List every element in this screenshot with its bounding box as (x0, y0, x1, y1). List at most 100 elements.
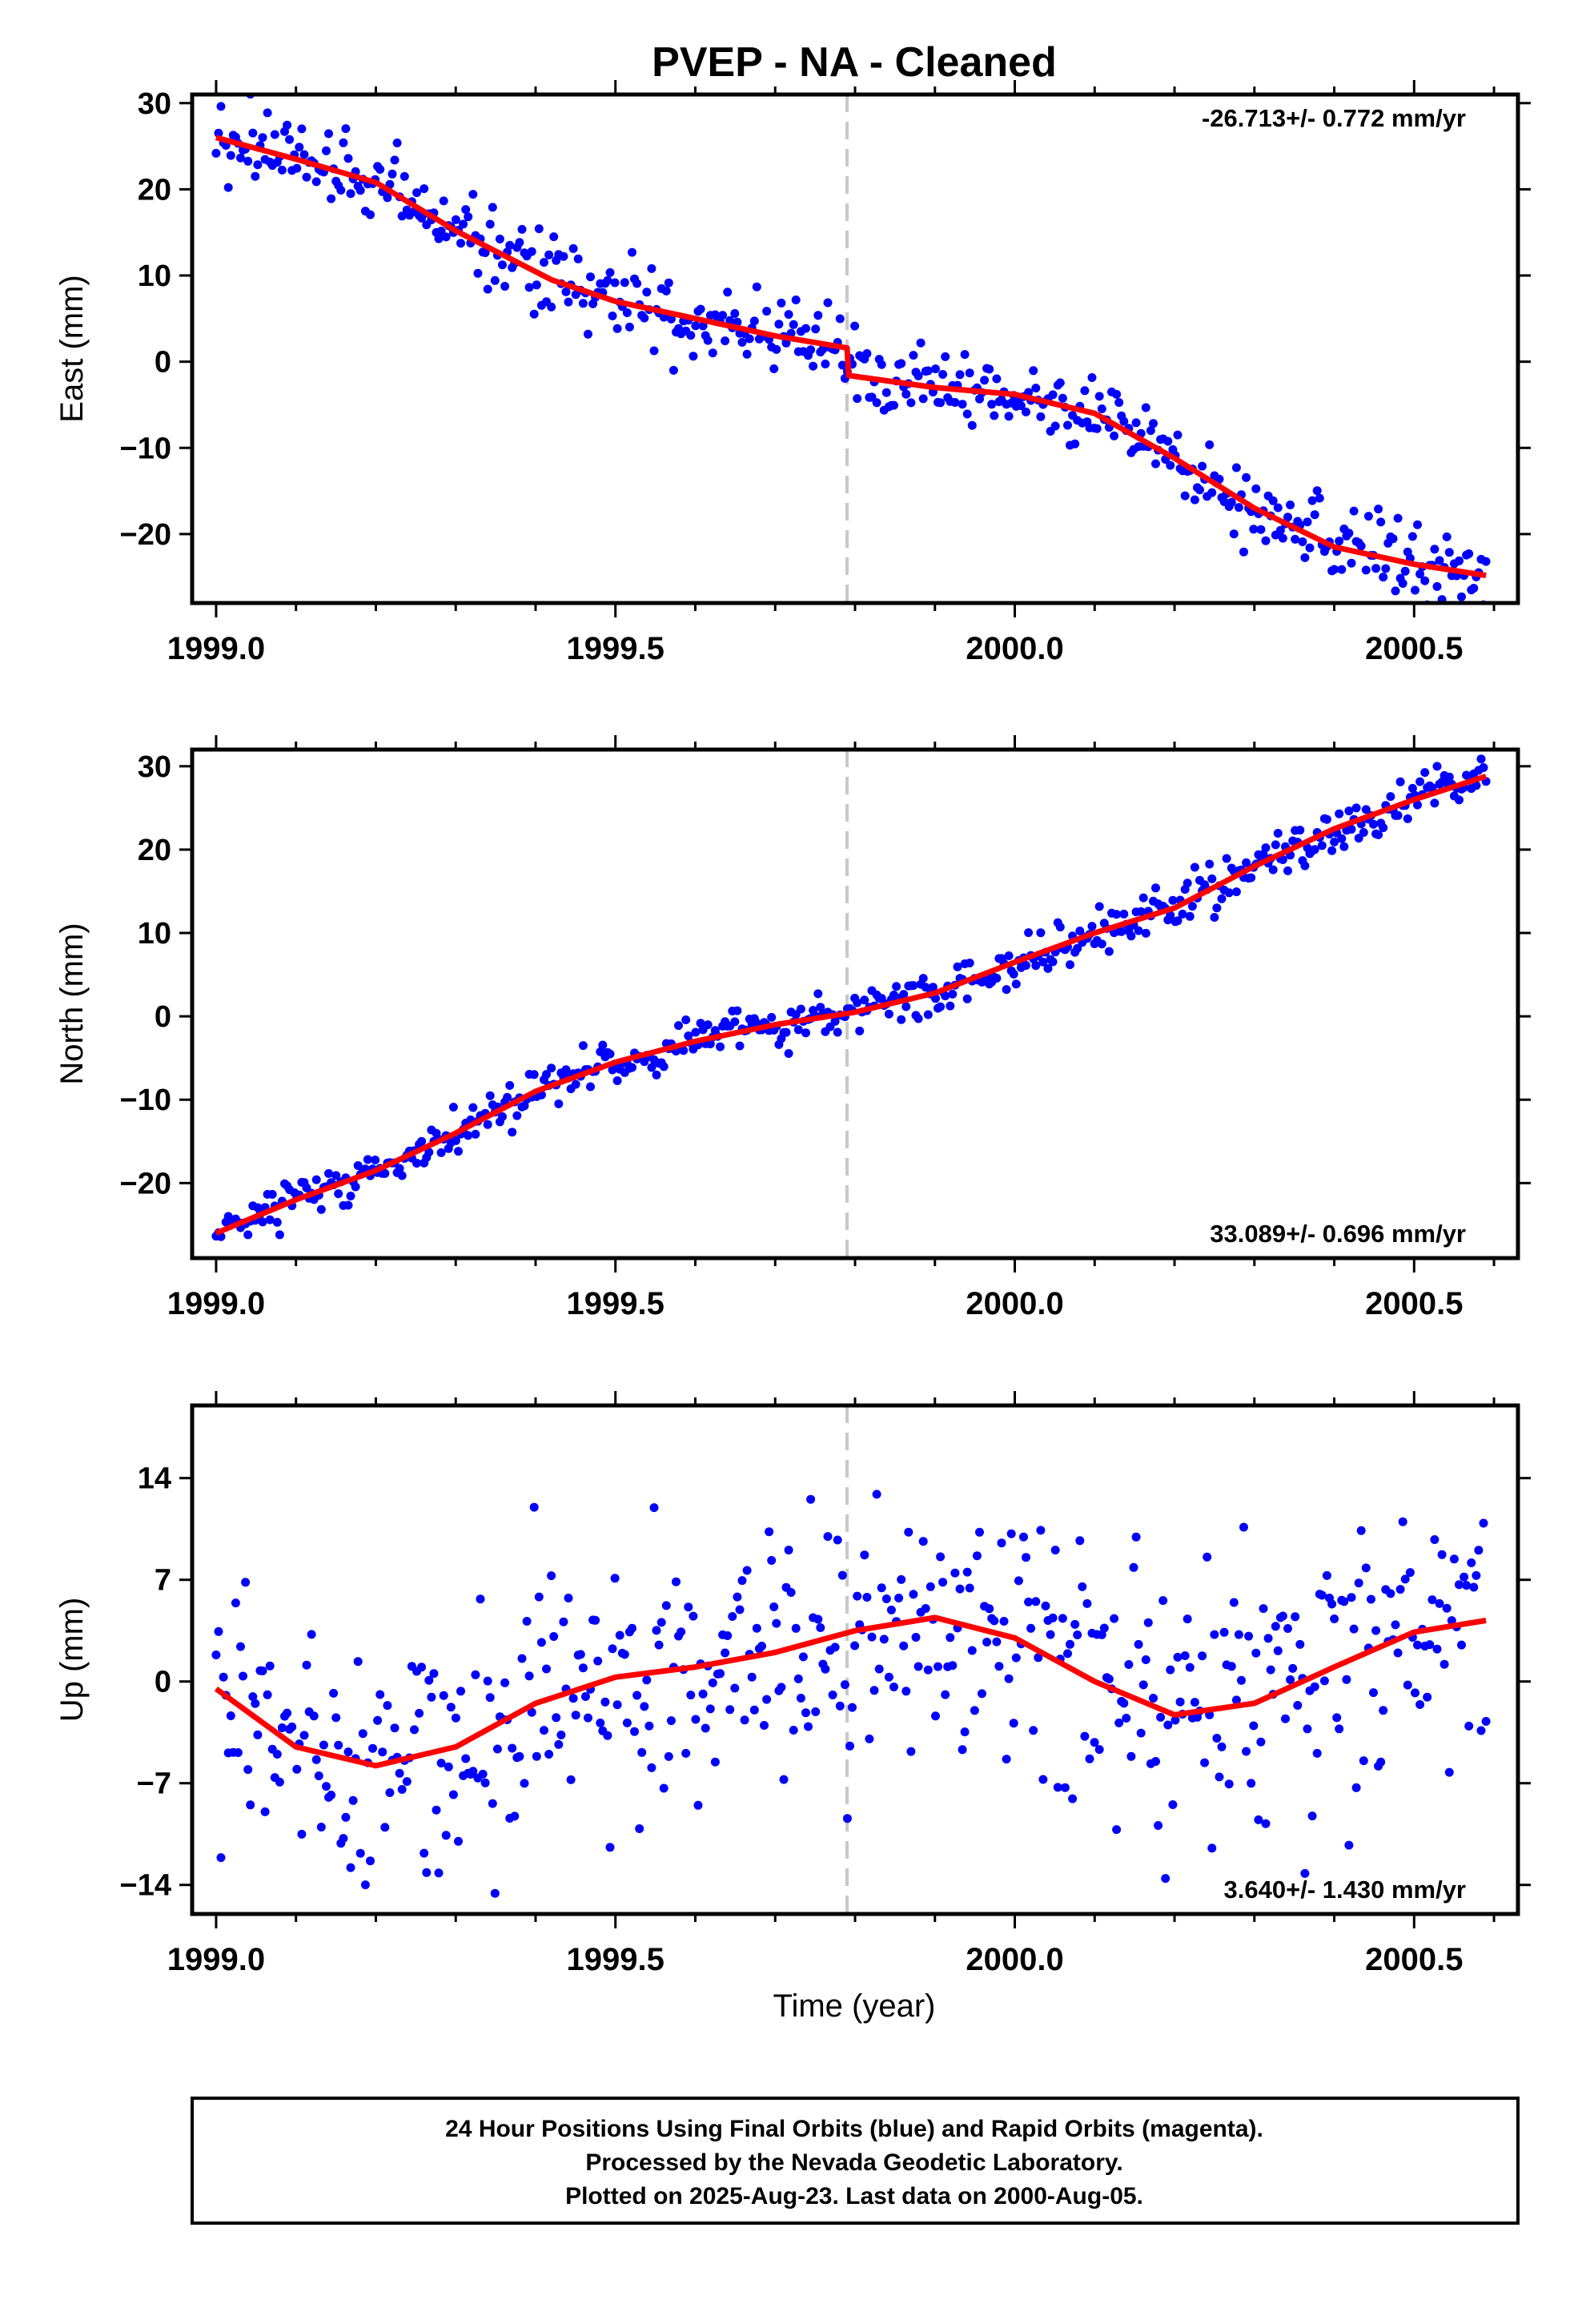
up-point (591, 1615, 600, 1625)
north-point (853, 998, 862, 1007)
north-point (1075, 927, 1085, 935)
up-point (334, 1740, 343, 1750)
north-point (542, 1070, 551, 1080)
north-point (1217, 894, 1227, 903)
east-point (960, 350, 970, 360)
east-point (691, 321, 701, 331)
up-point (1050, 1546, 1060, 1555)
east-point (559, 251, 568, 261)
up-point (948, 1661, 958, 1671)
up-point (1259, 1604, 1268, 1614)
north-point (784, 1049, 793, 1058)
east-point (253, 160, 263, 170)
up-point (725, 1705, 735, 1715)
north-point (1031, 961, 1041, 971)
up-point (540, 1726, 548, 1735)
footer-box: 24 Hour Positions Using Final Orbits (bl… (191, 2097, 1520, 2225)
north-point (1043, 963, 1053, 973)
up-point (368, 1743, 377, 1753)
east-point (938, 370, 948, 379)
up-point (635, 1824, 644, 1833)
up-point (779, 1775, 789, 1784)
north-point (1283, 866, 1292, 875)
up-point (664, 1751, 673, 1761)
up-point (1104, 1675, 1114, 1684)
up-point (1138, 1680, 1148, 1690)
east-point (730, 309, 740, 318)
up-point (1256, 1737, 1266, 1747)
up-y-axis-label: Up (mm) (54, 1598, 90, 1723)
north-point (1097, 939, 1106, 949)
north-point (1205, 859, 1215, 869)
north-xtick-label: 1999.0 (167, 1286, 265, 1321)
east-point (459, 219, 468, 229)
up-point (1180, 1651, 1190, 1660)
up-point (1330, 1614, 1339, 1623)
north-point (1403, 814, 1412, 823)
north-point (918, 974, 928, 983)
up-point (735, 1605, 745, 1614)
up-point (1444, 1767, 1454, 1777)
east-xtick-label: 2000.5 (1365, 631, 1463, 666)
up-point (955, 1584, 965, 1594)
north-point (468, 1103, 478, 1112)
up-point (828, 1691, 837, 1699)
east-point (936, 398, 946, 408)
up-point (346, 1863, 355, 1872)
north-point (816, 1003, 825, 1012)
east-point (236, 153, 245, 163)
north-point (1472, 781, 1481, 790)
up-point (1400, 1574, 1410, 1584)
east-point (985, 364, 994, 374)
up-point (420, 1848, 429, 1858)
up-point (461, 1754, 471, 1763)
up-point (769, 1602, 779, 1611)
up-point (358, 1729, 367, 1739)
up-point (837, 1570, 847, 1580)
up-point (791, 1623, 801, 1633)
up-point (1442, 1603, 1452, 1613)
north-point (1066, 960, 1074, 970)
east-point (923, 366, 933, 376)
up-point (960, 1727, 970, 1737)
east-point (515, 238, 524, 247)
east-point (620, 278, 629, 287)
north-point (1002, 985, 1011, 995)
up-point (239, 1671, 247, 1681)
north-point (1166, 911, 1175, 920)
up-point (283, 1708, 292, 1718)
up-point (329, 1688, 339, 1698)
up-point (1004, 1674, 1014, 1683)
east-point (480, 248, 490, 257)
up-point (397, 1785, 407, 1794)
east-point (498, 260, 507, 270)
up-point (637, 1747, 647, 1757)
up-point (877, 1583, 886, 1593)
up-ytick-label: 0 (155, 1666, 171, 1699)
north-point (1432, 762, 1442, 771)
up-point (448, 1790, 458, 1799)
east-point (324, 129, 333, 139)
up-point (265, 1661, 275, 1671)
up-point (319, 1740, 328, 1750)
up-point (331, 1713, 341, 1723)
north-point (1224, 888, 1234, 898)
east-point (987, 400, 997, 409)
north-point (855, 1026, 865, 1035)
east-point (811, 324, 821, 334)
east-point (1239, 547, 1248, 557)
east-point (1400, 566, 1410, 576)
north-point (436, 1148, 446, 1157)
up-point (1031, 1597, 1041, 1606)
up-point (656, 1618, 666, 1627)
east-point (1469, 584, 1479, 593)
north-point (1212, 903, 1222, 913)
up-point (786, 1588, 796, 1597)
up-point (1156, 1712, 1166, 1722)
up-point (580, 1692, 590, 1701)
plot-title: PVEP - NA - Cleaned (652, 39, 1057, 86)
east-point (1070, 439, 1080, 448)
up-point (1425, 1640, 1435, 1650)
east-point (1464, 549, 1474, 558)
east-point (791, 296, 801, 304)
